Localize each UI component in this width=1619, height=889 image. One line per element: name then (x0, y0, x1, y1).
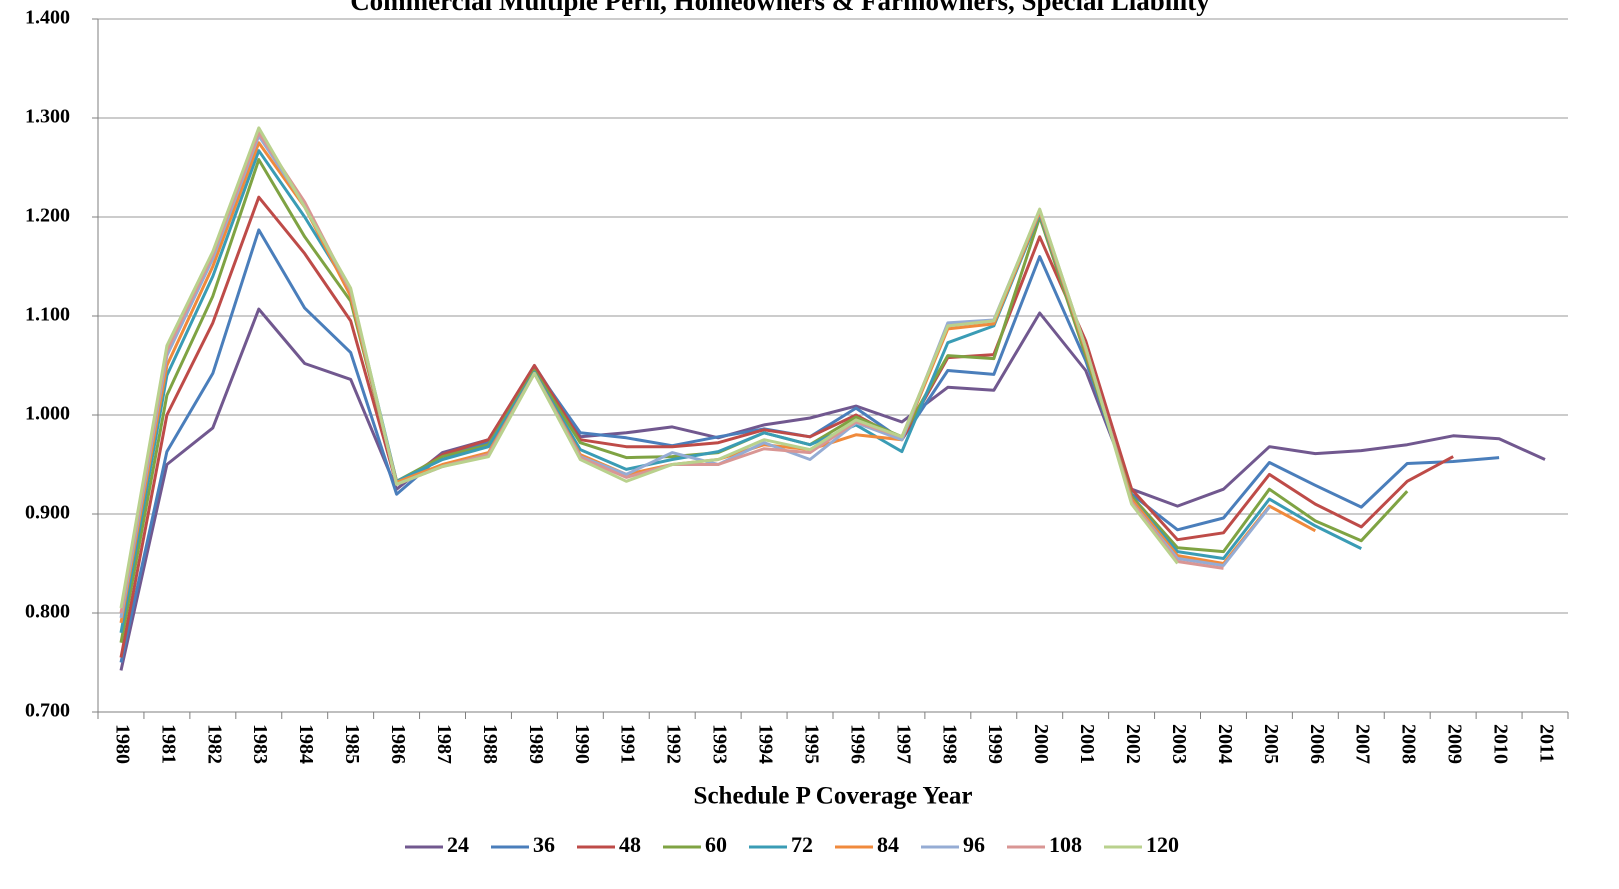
x-tick-label: 1984 (295, 724, 317, 764)
x-tick-label: 1995 (800, 724, 822, 764)
legend-label: 72 (791, 832, 813, 857)
y-tick-label: 1.200 (25, 205, 70, 227)
x-tick-label: 2000 (1030, 724, 1052, 764)
legend-label: 84 (877, 832, 899, 857)
x-tick-label: 2009 (1444, 724, 1466, 764)
y-tick-label: 0.700 (25, 700, 70, 722)
x-tick-label: 1987 (433, 724, 455, 764)
legend-label: 108 (1049, 832, 1082, 857)
x-tick-label: 1997 (892, 724, 914, 764)
x-tick-label: 2008 (1398, 724, 1420, 764)
x-tick-label: 1994 (755, 724, 777, 764)
legend-label: 60 (705, 832, 727, 857)
legend-label: 120 (1146, 832, 1179, 857)
x-axis-title: Schedule P Coverage Year (694, 783, 973, 810)
x-tick-label: 1993 (709, 724, 731, 764)
x-tick-label: 1986 (387, 724, 409, 764)
y-tick-label: 1.300 (25, 106, 70, 128)
series-line (119, 141, 1317, 624)
x-tick-label: 2002 (1122, 724, 1144, 764)
chart-title: Commercial Multiple Peril, Homeowners & … (350, 0, 1210, 16)
series-line (119, 195, 1454, 658)
y-tick-label: 1.400 (25, 7, 70, 29)
x-tick-label: 2001 (1076, 724, 1098, 764)
legend-label: 48 (619, 832, 641, 857)
legend-label: 36 (533, 832, 555, 857)
x-tick-label: 2004 (1214, 724, 1236, 764)
y-tick-label: 1.100 (25, 304, 70, 326)
legend-label: 24 (447, 832, 469, 857)
x-tick-label: 1992 (663, 724, 685, 764)
series-line (119, 307, 1546, 671)
x-tick-label: 1990 (571, 724, 593, 764)
x-tick-label: 2010 (1490, 724, 1512, 764)
x-tick-label: 1983 (249, 724, 271, 764)
x-tick-label: 2005 (1260, 724, 1282, 764)
series-line (119, 228, 1500, 663)
legend-label: 96 (963, 832, 985, 857)
x-tick-label: 1989 (525, 724, 547, 764)
x-tick-label: 1982 (203, 724, 225, 764)
x-tick-label: 2011 (1535, 724, 1557, 763)
x-tick-label: 1996 (846, 724, 868, 764)
series-line (119, 126, 1179, 609)
x-tick-label: 1991 (617, 724, 639, 764)
y-tick-label: 0.800 (25, 601, 70, 623)
y-tick-label: 1.000 (25, 403, 70, 425)
x-tick-label: 1998 (938, 724, 960, 764)
x-tick-label: 1981 (157, 724, 179, 764)
x-tick-label: 1999 (984, 724, 1006, 764)
x-tick-label: 1985 (341, 724, 363, 764)
y-tick-label: 0.900 (25, 502, 70, 524)
x-tick-label: 1988 (479, 724, 501, 764)
x-tick-label: 1980 (111, 724, 133, 764)
x-tick-label: 2007 (1352, 724, 1374, 764)
x-tick-label: 2006 (1306, 724, 1328, 764)
x-tick-label: 2003 (1168, 724, 1190, 764)
